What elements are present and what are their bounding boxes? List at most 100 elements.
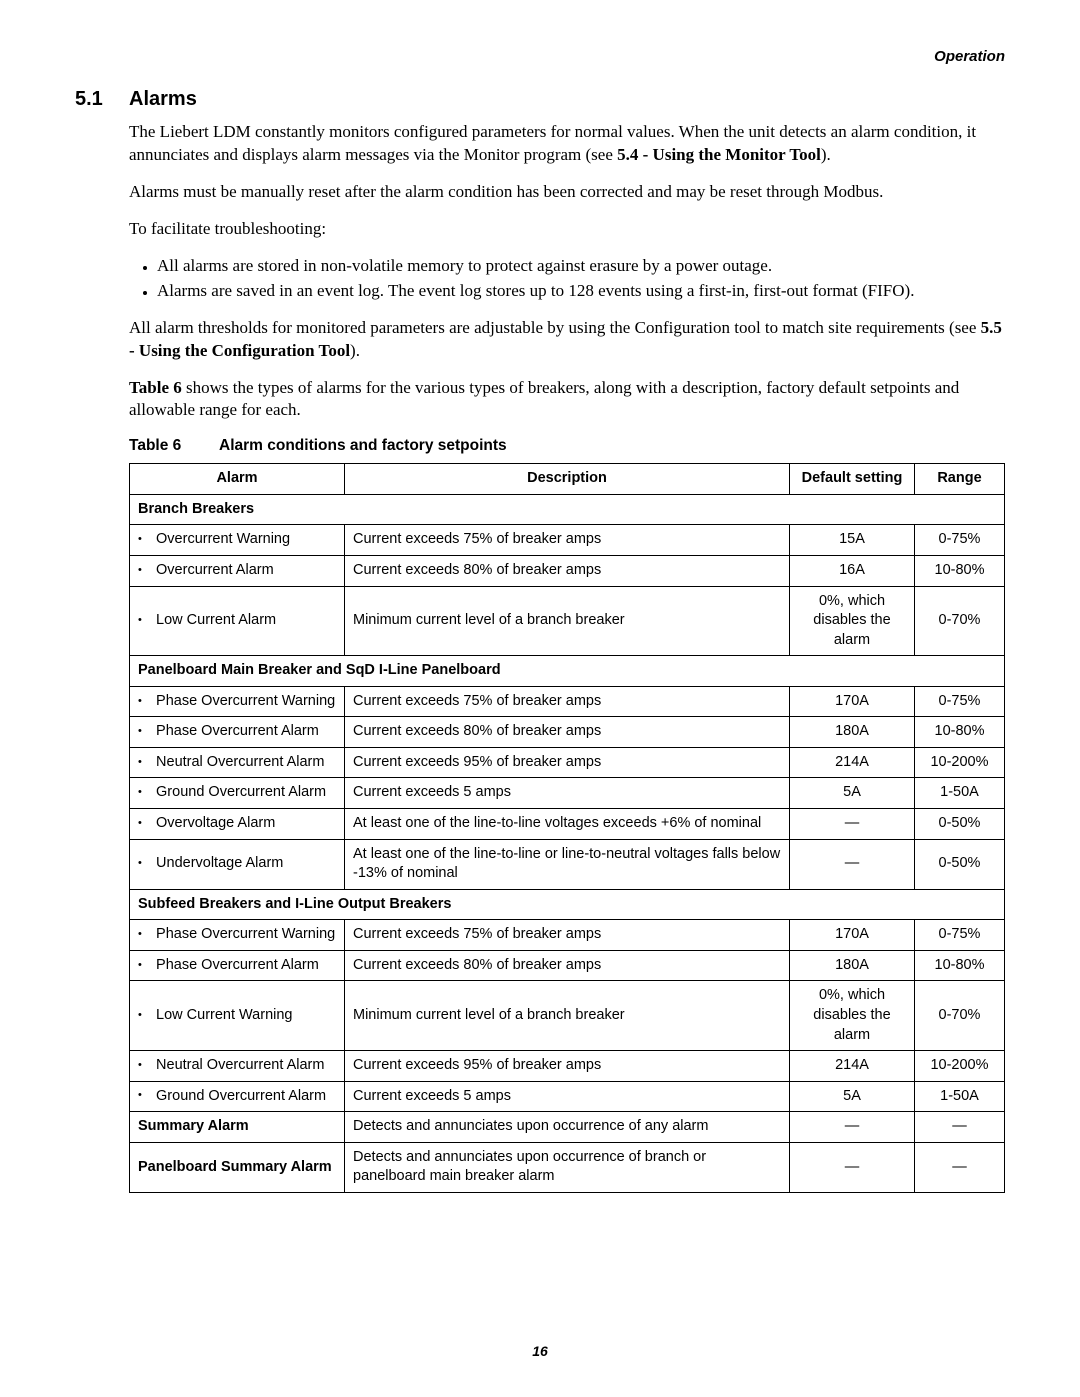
alarm-name-cell: • Neutral Overcurrent Alarm bbox=[130, 1051, 345, 1082]
col-header-alarm: Alarm bbox=[130, 464, 345, 495]
range-cell: — bbox=[915, 1112, 1005, 1143]
default-setting-cell: — bbox=[790, 1142, 915, 1192]
table-row: • Low Current WarningMinimum current lev… bbox=[130, 981, 1005, 1051]
description-cell: Current exceeds 95% of breaker amps bbox=[345, 747, 790, 778]
default-setting-cell: — bbox=[790, 1112, 915, 1143]
table-section-heading: Branch Breakers bbox=[130, 494, 1005, 525]
default-setting-cell: 170A bbox=[790, 686, 915, 717]
paragraph-4: All alarm thresholds for monitored param… bbox=[129, 317, 1005, 363]
table-row: • Undervoltage AlarmAt least one of the … bbox=[130, 839, 1005, 889]
page-header-right: Operation bbox=[934, 48, 1005, 65]
default-setting-cell: — bbox=[790, 839, 915, 889]
alarm-name-cell: Panelboard Summary Alarm bbox=[130, 1142, 345, 1192]
default-setting-cell: 5A bbox=[790, 778, 915, 809]
description-cell: At least one of the line-to-line voltage… bbox=[345, 809, 790, 840]
range-cell: 0-75% bbox=[915, 920, 1005, 951]
col-header-description: Description bbox=[345, 464, 790, 495]
p1-text-c: ). bbox=[821, 145, 831, 164]
description-cell: Current exceeds 95% of breaker amps bbox=[345, 1051, 790, 1082]
alarm-name-text: Phase Overcurrent Warning bbox=[152, 693, 335, 709]
table-row: • Ground Overcurrent AlarmCurrent exceed… bbox=[130, 778, 1005, 809]
paragraph-5: Table 6 shows the types of alarms for th… bbox=[129, 377, 1005, 423]
table-section-heading: Panelboard Main Breaker and SqD I-Line P… bbox=[130, 656, 1005, 687]
alarm-name-text: Ground Overcurrent Alarm bbox=[152, 784, 326, 800]
alarm-name-cell: • Low Current Alarm bbox=[130, 586, 345, 656]
range-cell: 10-200% bbox=[915, 747, 1005, 778]
alarm-name-text: Overcurrent Warning bbox=[152, 531, 290, 547]
description-cell: Current exceeds 75% of breaker amps bbox=[345, 686, 790, 717]
table-row: • Phase Overcurrent AlarmCurrent exceeds… bbox=[130, 950, 1005, 981]
bullet-item: Alarms are saved in an event log. The ev… bbox=[157, 280, 1005, 303]
table-body: Branch Breakers• Overcurrent WarningCurr… bbox=[130, 494, 1005, 1192]
alarm-name-cell: • Overvoltage Alarm bbox=[130, 809, 345, 840]
bullet-icon: • bbox=[138, 816, 152, 831]
alarm-name-cell: • Overcurrent Alarm bbox=[130, 555, 345, 586]
bullet-icon: • bbox=[138, 785, 152, 800]
range-cell: 0-70% bbox=[915, 981, 1005, 1051]
default-setting-cell: 170A bbox=[790, 920, 915, 951]
col-header-range: Range bbox=[915, 464, 1005, 495]
p4-text-a: All alarm thresholds for monitored param… bbox=[129, 318, 981, 337]
table-row: • Phase Overcurrent WarningCurrent excee… bbox=[130, 920, 1005, 951]
alarm-name-text: Phase Overcurrent Alarm bbox=[152, 957, 319, 973]
p4-text-c: ). bbox=[350, 341, 360, 360]
default-setting-cell: 16A bbox=[790, 555, 915, 586]
paragraph-1: The Liebert LDM constantly monitors conf… bbox=[129, 121, 1005, 167]
table-row: • Phase Overcurrent AlarmCurrent exceeds… bbox=[130, 717, 1005, 748]
description-cell: Current exceeds 80% of breaker amps bbox=[345, 555, 790, 586]
range-cell: 10-80% bbox=[915, 555, 1005, 586]
bullet-icon: • bbox=[138, 563, 152, 578]
alarm-name-cell: • Undervoltage Alarm bbox=[130, 839, 345, 889]
bullet-icon: • bbox=[138, 755, 152, 770]
description-cell: Current exceeds 5 amps bbox=[345, 778, 790, 809]
section-body: The Liebert LDM constantly monitors conf… bbox=[129, 121, 1005, 1193]
table-caption: Table 6Alarm conditions and factory setp… bbox=[129, 436, 1005, 457]
table-row: • Phase Overcurrent Warning Current excee… bbox=[130, 686, 1005, 717]
alarm-name-cell: • Phase Overcurrent Warning bbox=[130, 920, 345, 951]
table-row: • Overcurrent AlarmCurrent exceeds 80% o… bbox=[130, 555, 1005, 586]
alarm-name-text: Neutral Overcurrent Alarm bbox=[152, 754, 324, 770]
alarm-name-cell: • Neutral Overcurrent Alarm bbox=[130, 747, 345, 778]
alarm-name-cell: • Ground Overcurrent Alarm bbox=[130, 778, 345, 809]
alarm-name-text: Undervoltage Alarm bbox=[152, 855, 283, 871]
description-cell: Current exceeds 75% of breaker amps bbox=[345, 920, 790, 951]
description-cell: At least one of the line-to-line or line… bbox=[345, 839, 790, 889]
table-row: • Neutral Overcurrent AlarmCurrent excee… bbox=[130, 1051, 1005, 1082]
description-cell: Detects and annunciates upon occurrence … bbox=[345, 1142, 790, 1192]
range-cell: 10-80% bbox=[915, 950, 1005, 981]
default-setting-cell: 180A bbox=[790, 717, 915, 748]
page-number: 16 bbox=[0, 1343, 1080, 1359]
bullet-icon: • bbox=[138, 927, 152, 942]
table-row: • Neutral Overcurrent AlarmCurrent excee… bbox=[130, 747, 1005, 778]
description-cell: Detects and annunciates upon occurrence … bbox=[345, 1112, 790, 1143]
table-row: • Low Current AlarmMinimum current level… bbox=[130, 586, 1005, 656]
description-cell: Current exceeds 80% of breaker amps bbox=[345, 717, 790, 748]
alarm-name-text: Low Current Warning bbox=[152, 1007, 293, 1023]
bullet-icon: • bbox=[138, 958, 152, 973]
alarm-name-text: Ground Overcurrent Alarm bbox=[152, 1088, 326, 1104]
bullet-icon: • bbox=[138, 532, 152, 547]
p5-text-b: shows the types of alarms for the variou… bbox=[129, 378, 959, 420]
col-header-default: Default setting bbox=[790, 464, 915, 495]
description-cell: Minimum current level of a branch breake… bbox=[345, 981, 790, 1051]
bullet-icon: • bbox=[138, 724, 152, 739]
alarm-name-text: Overvoltage Alarm bbox=[152, 815, 275, 831]
bullet-item: All alarms are stored in non-volatile me… bbox=[157, 255, 1005, 278]
bullet-icon: • bbox=[138, 694, 152, 709]
alarm-name-cell: • Ground Overcurrent Alarm bbox=[130, 1081, 345, 1112]
default-setting-cell: 0%, which disables the alarm bbox=[790, 981, 915, 1051]
paragraph-2: Alarms must be manually reset after the … bbox=[129, 181, 1005, 204]
table-row: • Overcurrent WarningCurrent exceeds 75%… bbox=[130, 525, 1005, 556]
table-row: Summary AlarmDetects and annunciates upo… bbox=[130, 1112, 1005, 1143]
alarm-name-cell: • Phase Overcurrent Alarm bbox=[130, 717, 345, 748]
default-setting-cell: 5A bbox=[790, 1081, 915, 1112]
range-cell: 0-50% bbox=[915, 839, 1005, 889]
range-cell: 1-50A bbox=[915, 1081, 1005, 1112]
default-setting-cell: 15A bbox=[790, 525, 915, 556]
alarms-table: Alarm Description Default setting Range … bbox=[129, 463, 1005, 1193]
description-cell: Current exceeds 75% of breaker amps bbox=[345, 525, 790, 556]
alarm-name-text: Overcurrent Alarm bbox=[152, 562, 274, 578]
alarm-name-cell: • Phase Overcurrent Alarm bbox=[130, 950, 345, 981]
alarm-name-cell: • Overcurrent Warning bbox=[130, 525, 345, 556]
alarm-name-text: Phase Overcurrent Alarm bbox=[152, 723, 319, 739]
